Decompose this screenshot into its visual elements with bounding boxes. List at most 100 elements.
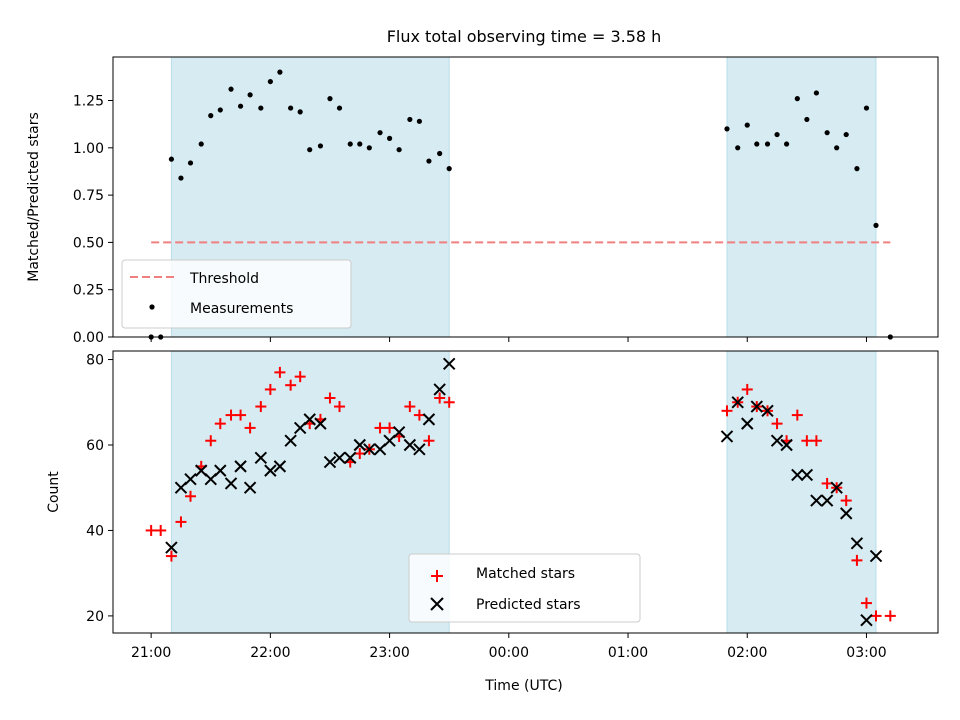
top-ytick-label-5: 1.25 <box>73 94 104 110</box>
predicted-star-point <box>333 451 346 465</box>
predicted-star-point <box>403 438 417 452</box>
matched-star-point <box>354 448 366 460</box>
bottom-axes-frame <box>112 350 939 634</box>
top-ytick-label-4: 1.00 <box>73 141 104 157</box>
legend-predicted-swatch <box>430 597 444 611</box>
predicted-star-point <box>224 477 238 490</box>
legend-threshold-label: Threshold <box>189 271 259 287</box>
top-ytick-label-0: 0.00 <box>73 330 104 346</box>
top-ytick-label-1: 0.25 <box>73 283 104 299</box>
ratio-panel: 0.00 0.25 0.50 0.75 1.00 1.25 Flux total obse… <box>26 27 939 346</box>
count-panel: 20 40 60 80 21:00 22:00 23:00 00:00 01:00 02:00 0… <box>46 350 939 694</box>
matched-star-point <box>741 383 753 395</box>
predicted-star-point <box>323 455 337 469</box>
bottom-y-axis-label: Count <box>46 471 62 513</box>
predicted-star-point <box>800 468 814 482</box>
bottom-xtick-label-4: 01:00 <box>608 645 648 661</box>
matched-star-point <box>860 597 872 609</box>
measurement-point <box>347 141 353 147</box>
measurement-point <box>416 118 422 124</box>
predicted-star-point <box>165 541 178 554</box>
predicted-star-point <box>273 460 287 473</box>
predicted-star-point <box>184 472 197 486</box>
matched-star-point <box>334 401 346 413</box>
predicted-star-point <box>741 417 754 430</box>
measurement-point <box>217 107 223 113</box>
predicted-star-point <box>353 438 366 452</box>
measurement-point <box>317 143 324 149</box>
top-axes-frame <box>112 56 939 338</box>
measurement-point <box>813 90 819 96</box>
measurement-point <box>873 222 879 228</box>
measurement-point <box>754 141 760 147</box>
chart-title: Flux total observing time = 3.58 h <box>387 27 662 46</box>
predicted-star-point <box>344 451 357 465</box>
measurement-point <box>446 166 452 172</box>
predicted-star-point <box>731 396 744 409</box>
predicted-star-point <box>264 464 277 477</box>
top-legend-box <box>121 259 352 329</box>
matched-star-point <box>324 392 336 404</box>
matched-star-point <box>264 383 276 395</box>
predicted-star-point <box>830 481 843 494</box>
predicted-star-point <box>422 413 436 426</box>
matched-star-point <box>801 435 813 447</box>
matched-star-point <box>274 366 286 378</box>
matched-star-point <box>870 610 882 622</box>
matched-star-point <box>285 379 297 391</box>
measurement-point <box>437 150 443 157</box>
top-x-ticks <box>150 337 867 342</box>
measurement-point <box>863 105 870 111</box>
matched-star-point <box>443 396 455 408</box>
top-ytick-label-3: 0.75 <box>73 188 104 204</box>
bottom-xtick-label-5: 02:00 <box>727 645 767 661</box>
shaded-interval-1 <box>726 350 877 634</box>
legend-matched-swatch <box>431 570 443 582</box>
top-ytick-label-2: 0.50 <box>73 235 104 251</box>
matched-star-point <box>821 477 833 489</box>
predicted-star-point <box>791 468 804 482</box>
legend-predicted-label: Predicted stars <box>476 597 581 613</box>
measurement-point <box>336 105 343 111</box>
matched-star-point <box>384 422 396 434</box>
matched-star-point <box>434 392 446 404</box>
legend-matched-label: Matched stars <box>476 566 575 582</box>
bottom-xtick-label-1: 22:00 <box>250 645 290 661</box>
measurement-point <box>198 141 204 147</box>
predicted-star-point <box>770 434 784 447</box>
measurement-point <box>854 166 860 172</box>
measurement-point <box>357 141 363 147</box>
matched-star-point <box>205 435 217 447</box>
measurement-point <box>744 122 750 128</box>
predicted-star-point <box>761 404 774 418</box>
measurement-point <box>735 145 741 151</box>
predicted-star-point <box>820 494 834 507</box>
matched-star-point <box>721 405 733 417</box>
predicted-star-point <box>750 400 763 413</box>
measurement-point <box>426 158 432 164</box>
matched-star-point <box>235 409 247 421</box>
top-legend: Threshold Measurements <box>121 259 352 329</box>
matched-star-point <box>165 550 177 562</box>
measurement-point <box>247 92 253 98</box>
predicted-star-point <box>850 537 864 550</box>
matched-star-point <box>884 610 896 622</box>
x-axis-label: Time (UTC) <box>484 678 562 694</box>
matched-star-point <box>810 435 822 447</box>
matched-star-point <box>413 409 425 421</box>
top-y-ticks: 0.00 0.25 0.50 0.75 1.00 1.25 <box>73 94 113 346</box>
measurement-point <box>843 131 849 138</box>
matched-star-point <box>214 418 226 430</box>
matched-star-point <box>840 495 852 507</box>
matched-star-point <box>175 516 187 528</box>
measurement-point <box>258 105 264 111</box>
predicted-star-point <box>839 507 853 520</box>
measurement-point <box>267 78 273 85</box>
matched-star-point <box>184 490 196 502</box>
bottom-xtick-label-6: 03:00 <box>846 645 886 661</box>
predicted-star-point <box>303 413 316 426</box>
measurement-point <box>178 175 184 181</box>
bottom-xtick-label-3: 00:00 <box>489 645 529 661</box>
measurement-point <box>288 105 294 111</box>
measurement-point <box>794 96 800 102</box>
